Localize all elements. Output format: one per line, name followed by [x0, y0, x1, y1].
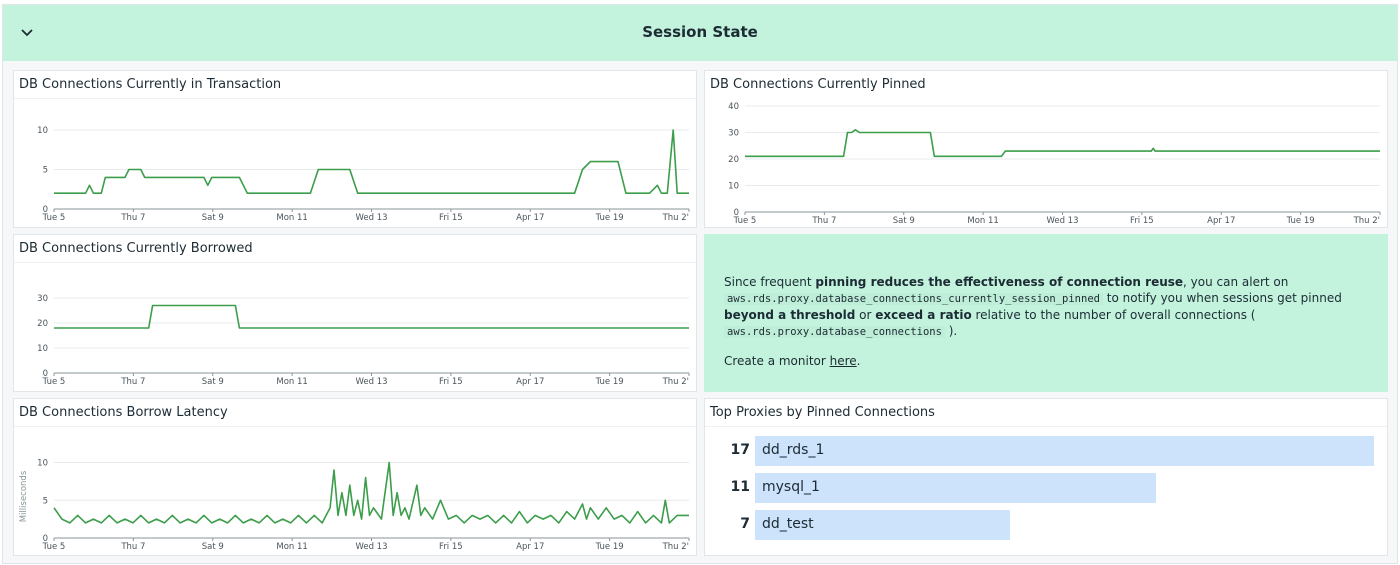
- x-tick-label: Mon 11: [276, 377, 307, 387]
- y-tick-label: 30: [37, 294, 48, 304]
- x-tick-label: Tue 19: [595, 542, 624, 552]
- widget-in-transaction[interactable]: DB Connections Currently in Transaction …: [13, 70, 697, 228]
- x-tick-label: Mon 11: [276, 213, 307, 223]
- group-title: Session State: [642, 23, 758, 41]
- x-tick-label: Wed 13: [355, 542, 387, 552]
- toplist-bar: [755, 436, 1374, 466]
- line-chart[interactable]: 0 10 20 30 Tue 5 Thu 7 Sat 9 Mon 11 Wed 13 Fri 15…: [14, 235, 698, 393]
- widget-note: Since frequent pinning reduces the effec…: [704, 234, 1388, 392]
- widget-pinned[interactable]: DB Connections Currently Pinned 0 10 20 30 4…: [704, 70, 1388, 228]
- y-tick-label: 10: [728, 182, 739, 192]
- toplist-bar: [755, 510, 1010, 540]
- x-tick-label: Mon 11: [967, 216, 998, 226]
- divider: [14, 262, 696, 263]
- x-tick-label: Tue 5: [733, 216, 757, 226]
- y-tick-label: 10: [37, 459, 48, 469]
- series-line[interactable]: [53, 461, 689, 524]
- x-tick-label: Thu 7: [120, 213, 145, 223]
- x-tick-label: Wed 13: [355, 213, 387, 223]
- line-chart[interactable]: 0 5 10 Tue 5 Thu 7 Sat 9 Mon 11 Wed 13 Fri 15 Apr…: [14, 399, 698, 557]
- x-tick-label: Fri 15: [439, 542, 463, 552]
- x-tick-label: Thu 7: [811, 216, 836, 226]
- widget-title: DB Connections Currently in Transaction: [19, 77, 282, 92]
- widget-title: DB Connections Currently Borrowed: [19, 241, 253, 256]
- series-line[interactable]: [745, 129, 1380, 158]
- toplist-row[interactable]: 11 mysql_1: [705, 473, 1387, 503]
- series-line[interactable]: [54, 129, 689, 194]
- widget-title: DB Connections Borrow Latency: [19, 405, 228, 420]
- x-tick-label: Tue 5: [42, 213, 66, 223]
- x-tick-label: Wed 13: [355, 377, 387, 387]
- x-tick-label: Thu 2': [662, 213, 689, 223]
- toplist-row[interactable]: 17 dd_rds_1: [705, 436, 1387, 466]
- x-tick-label: Apr 17: [516, 377, 544, 387]
- x-tick-label: Thu 7: [120, 377, 145, 387]
- y-tick-label: 40: [728, 102, 739, 112]
- toplist-value: 11: [730, 479, 750, 495]
- widget-borrow-latency[interactable]: DB Connections Borrow Latency 0 5 10 Tue 5 T…: [13, 398, 697, 556]
- line-chart[interactable]: 0 5 10 Tue 5 Thu 7 Sat 9 Mon 11 Wed 13 Fri 15 Apr…: [14, 71, 698, 229]
- y-tick-label: 10: [37, 126, 48, 136]
- session-state-group: Session State DB Connections Currently i…: [2, 4, 1398, 564]
- toplist-bar: [755, 473, 1156, 503]
- y-tick-label: 5: [43, 496, 48, 506]
- x-tick-label: Thu 7: [120, 542, 145, 552]
- divider: [14, 426, 696, 427]
- y-tick-label: 10: [37, 344, 48, 354]
- group-header[interactable]: Session State: [3, 5, 1397, 61]
- chevron-down-icon[interactable]: [17, 23, 37, 43]
- x-tick-label: Apr 17: [1207, 216, 1235, 226]
- y-tick-label: 5: [43, 165, 48, 175]
- toplist-label: dd_rds_1: [762, 442, 825, 458]
- note-text: Since frequent pinning reduces the effec…: [724, 275, 1342, 368]
- x-tick-label: Sat 9: [202, 542, 224, 552]
- divider: [14, 98, 696, 99]
- x-tick-label: Tue 19: [595, 377, 624, 387]
- x-tick-label: Tue 5: [42, 542, 66, 552]
- x-tick-label: Sat 9: [202, 213, 224, 223]
- toplist-label: dd_test: [762, 516, 814, 532]
- x-tick-label: Tue 5: [42, 377, 66, 387]
- x-tick-label: Tue 19: [595, 213, 624, 223]
- widget-title: Top Proxies by Pinned Connections: [710, 405, 935, 420]
- y-tick-label: 0: [43, 534, 48, 544]
- x-tick-label: Thu 2': [1353, 216, 1380, 226]
- y-tick-label: 0: [734, 208, 739, 218]
- x-tick-label: Thu 2': [662, 542, 689, 552]
- x-tick-label: Fri 15: [439, 377, 463, 387]
- x-tick-label: Fri 15: [439, 213, 463, 223]
- metric-code: aws.rds.proxy.database_connections_curre…: [724, 293, 1103, 305]
- y-tick-label: 0: [43, 369, 48, 379]
- y-axis-label: Milliseconds: [19, 470, 29, 522]
- widget-top-proxies[interactable]: Top Proxies by Pinned Connections 17 dd_r…: [704, 398, 1388, 556]
- widget-borrowed[interactable]: DB Connections Currently Borrowed 0 10 20 3…: [13, 234, 697, 392]
- x-tick-label: Wed 13: [1046, 216, 1078, 226]
- toplist-row[interactable]: 7 dd_test: [705, 510, 1387, 540]
- x-tick-label: Sat 9: [893, 216, 915, 226]
- x-tick-label: Mon 11: [276, 542, 307, 552]
- create-monitor-link[interactable]: here: [829, 354, 857, 368]
- toplist-label: mysql_1: [762, 479, 820, 495]
- line-chart[interactable]: 0 10 20 30 40 Tue 5 Thu 7 Sat 9 Mon 11 Wed 13 Fri …: [705, 71, 1389, 229]
- y-tick-label: 20: [728, 155, 739, 165]
- y-tick-label: 30: [728, 129, 739, 139]
- toplist-value: 7: [740, 516, 750, 532]
- divider: [705, 426, 1387, 427]
- x-tick-label: Fri 15: [1130, 216, 1154, 226]
- toplist-value: 17: [730, 442, 750, 458]
- x-tick-label: Apr 17: [516, 542, 544, 552]
- x-tick-label: Sat 9: [202, 377, 224, 387]
- y-tick-label: 20: [37, 319, 48, 329]
- x-tick-label: Tue 19: [1286, 216, 1315, 226]
- widget-title: DB Connections Currently Pinned: [710, 77, 926, 92]
- x-tick-label: Apr 17: [516, 213, 544, 223]
- metric-code: aws.rds.proxy.database_connections: [724, 326, 945, 338]
- x-tick-label: Thu 2': [662, 377, 689, 387]
- y-tick-label: 0: [43, 205, 48, 215]
- series-line[interactable]: [54, 304, 689, 329]
